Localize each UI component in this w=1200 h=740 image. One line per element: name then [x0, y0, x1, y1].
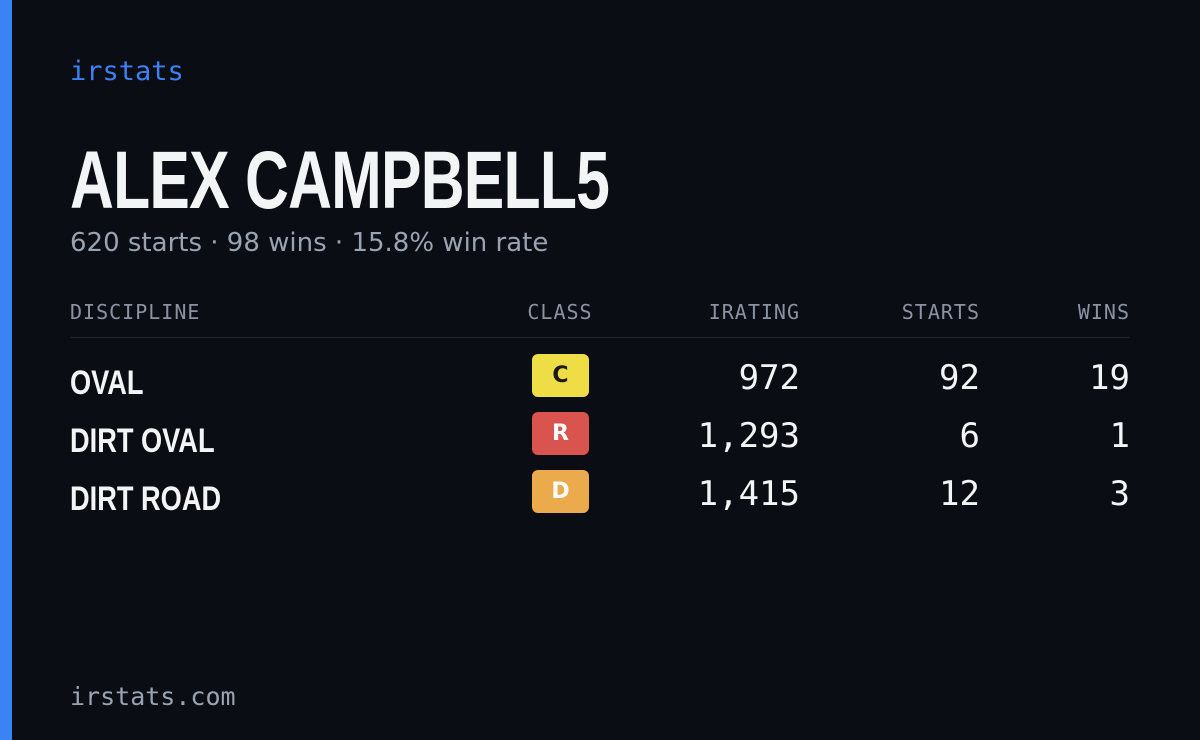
brand: irstats	[70, 56, 184, 87]
accent-bar	[0, 0, 12, 740]
divider	[70, 337, 1130, 338]
starts: 92	[939, 358, 980, 398]
column-header: WINS	[1077, 300, 1130, 324]
summary: 620 starts · 98 wins · 15.8% win rate	[70, 228, 549, 258]
discipline: DIRT OVAL	[70, 422, 215, 460]
column-header: STARTS	[901, 300, 980, 324]
starts: 12	[939, 474, 980, 514]
class-badge: D	[532, 470, 589, 513]
column-header: IRATING	[708, 300, 800, 324]
class-badge: C	[532, 354, 589, 397]
footer-url: irstats.com	[70, 682, 236, 711]
class-badge: R	[532, 412, 589, 455]
wins: 1	[1109, 416, 1130, 456]
wins: 3	[1109, 474, 1130, 514]
column-header: CLASS	[527, 300, 593, 324]
discipline: OVAL	[70, 364, 144, 402]
irating: 972	[738, 358, 800, 398]
driver-name: ALEX CAMPBELL5	[70, 135, 610, 226]
wins: 19	[1089, 358, 1130, 398]
irating: 1,293	[697, 416, 800, 456]
irating: 1,415	[697, 474, 800, 514]
starts: 6	[959, 416, 980, 456]
column-header: DISCIPLINE	[70, 300, 201, 324]
discipline: DIRT ROAD	[70, 480, 222, 518]
